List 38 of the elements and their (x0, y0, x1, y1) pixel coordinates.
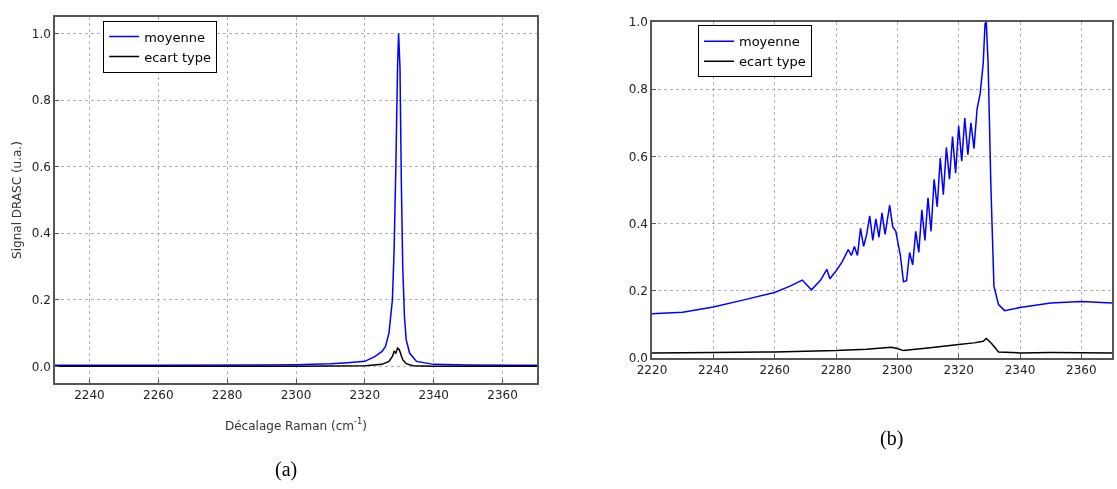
x-tick-label: 2300 (280, 388, 312, 403)
y-tick-label: 0.6 (31, 159, 51, 174)
x-tick-label: 2340 (418, 388, 449, 403)
x-tick-label: 2340 (1004, 363, 1036, 378)
x-axis-title: Décalage Raman (cm$^{-1}$) (225, 416, 367, 433)
y-tick-label: 0.8 (31, 93, 51, 108)
x-tick-label: 2300 (882, 363, 913, 378)
y-tick-label: 0.6 (628, 149, 648, 164)
x-tick-label: 2320 (349, 388, 381, 403)
x-tick-label: 2360 (1066, 363, 1097, 378)
legend-label: ecart type (144, 49, 211, 65)
y-tick-label: 1.0 (31, 26, 51, 41)
x-tick-label: 2220 (636, 363, 668, 378)
y-tick-label: 0.4 (628, 216, 648, 231)
y-tick-label: 0.0 (31, 359, 51, 374)
x-tick-label: 2320 (943, 363, 974, 378)
line-series (652, 337, 1112, 354)
text: (b) (880, 427, 904, 450)
y-axis-title: Signal DRASC (u.a.) (9, 141, 24, 259)
legend-label: moyenne (144, 29, 205, 45)
legend-label: ecart type (739, 54, 806, 70)
y-tick-label: 0.8 (628, 82, 648, 97)
x-tick-label: 2240 (74, 388, 105, 403)
legend-label: moyenne (739, 34, 800, 50)
x-tick-label: 2280 (820, 363, 852, 378)
y-tick-label: 0.2 (628, 284, 648, 298)
y-tick-label: 0.4 (31, 226, 51, 241)
line-series (652, 22, 1112, 315)
x-tick-label: 2240 (698, 363, 729, 378)
x-tick-label: 2260 (143, 388, 174, 403)
x-tick-label: 2280 (211, 388, 243, 403)
y-tick-label: 0.2 (31, 293, 51, 308)
x-tick-label: 2260 (759, 363, 790, 378)
line-series (55, 32, 537, 367)
y-tick-label: 0.0 (628, 351, 648, 366)
x-tick-label: 2360 (487, 388, 518, 403)
y-tick-label: 1.0 (628, 15, 648, 30)
text: (a) (275, 458, 298, 481)
